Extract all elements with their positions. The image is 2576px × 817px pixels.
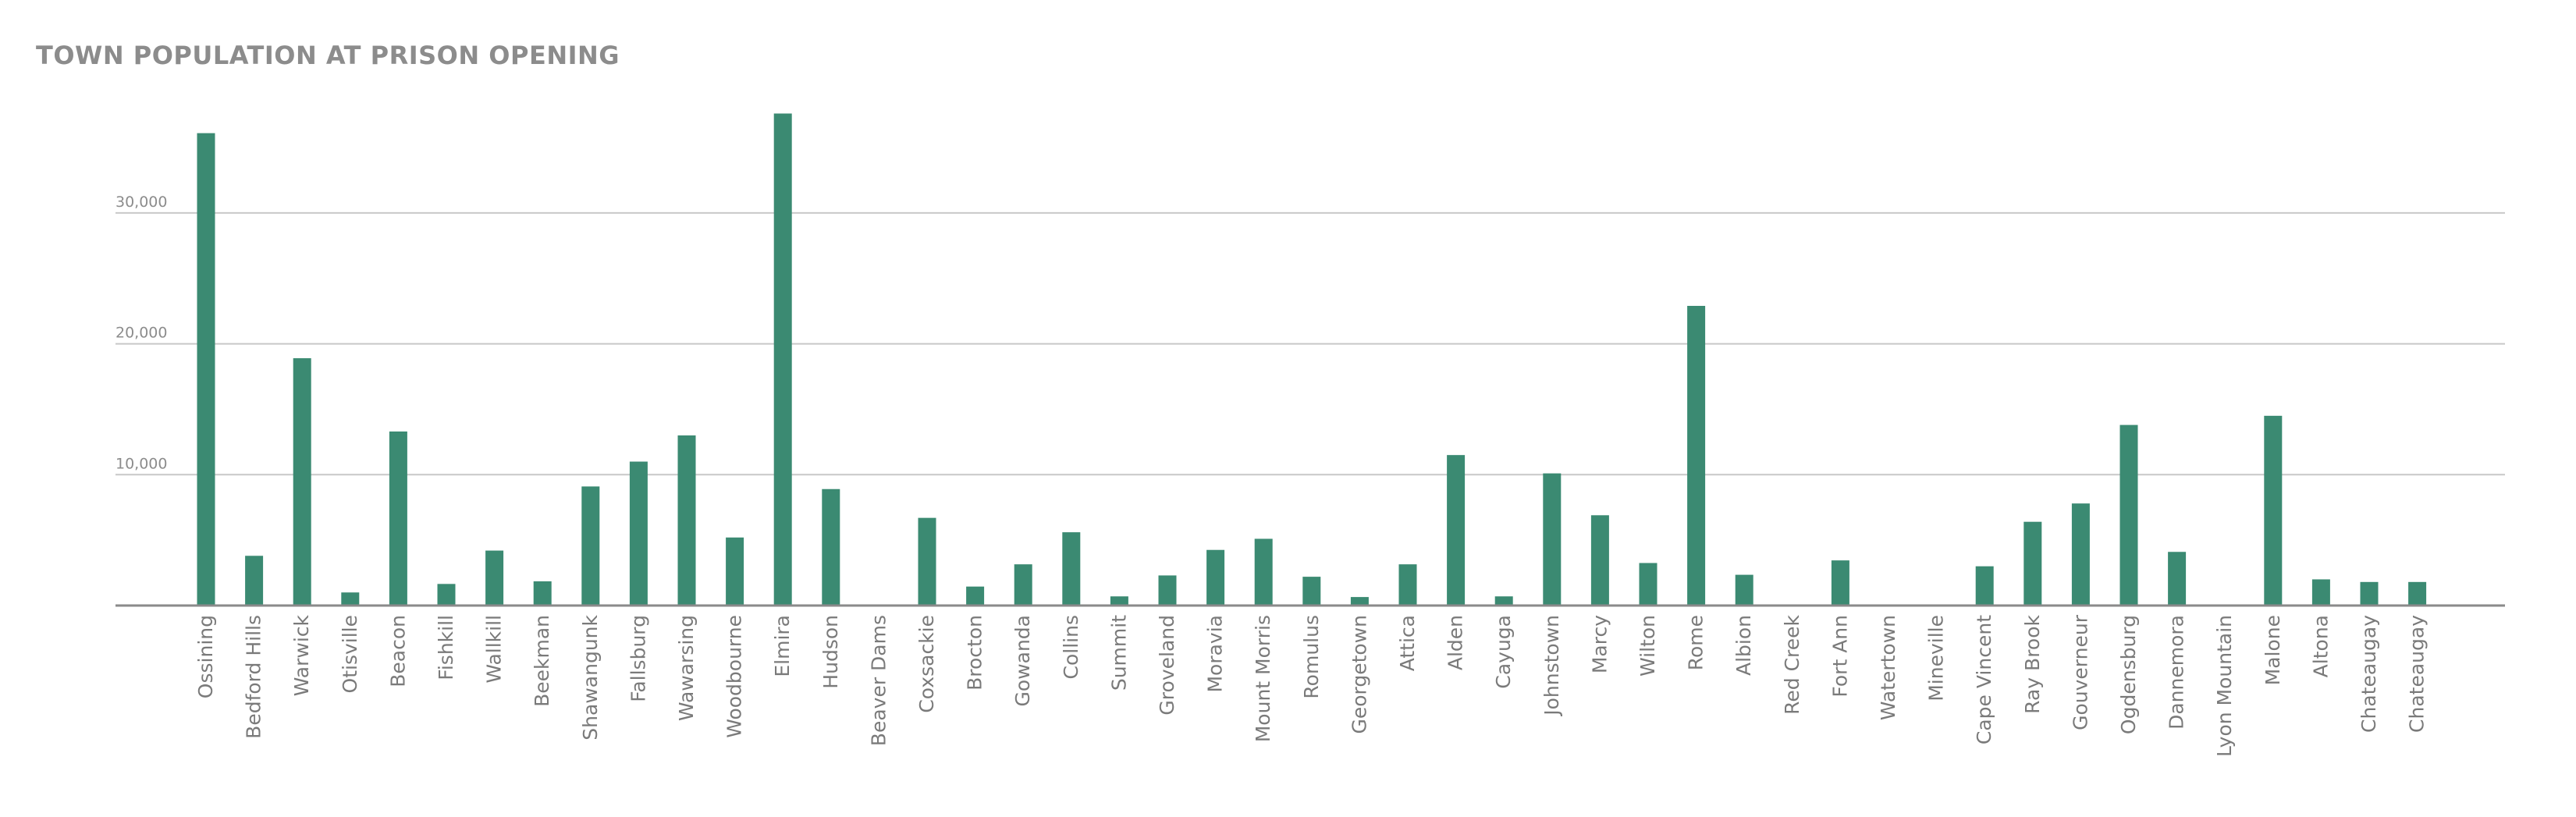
bar: [1014, 564, 1032, 606]
x-tick-label: Warwick: [290, 614, 313, 696]
x-tick-label: Wallkill: [483, 615, 506, 684]
x-tick-label: Chateaugay: [2357, 615, 2380, 733]
x-tick-label: Johnstown: [1540, 615, 1563, 717]
bar: [1254, 538, 1273, 606]
bar: [1590, 515, 1609, 606]
bar: [1398, 564, 1417, 606]
x-tick-label: Malone: [2262, 615, 2284, 685]
bar: [2023, 521, 2042, 606]
bars: [197, 113, 2427, 606]
x-tick-label: Hudson: [819, 615, 842, 689]
bar: [822, 488, 840, 606]
x-tick-label: Alden: [1444, 615, 1467, 670]
bar: [1494, 596, 1513, 606]
bar: [245, 556, 264, 606]
bar: [341, 592, 360, 606]
bar: [629, 461, 648, 606]
x-tick-label: Fallsburg: [627, 615, 649, 702]
x-tick-label: Beacon: [386, 615, 409, 687]
x-tick-label: Fort Ann: [1828, 615, 1851, 698]
bar: [485, 550, 504, 606]
bar: [437, 584, 456, 606]
x-tick-label: Bedford Hills: [243, 615, 265, 739]
x-tick-label: Groveland: [1156, 615, 1178, 716]
x-tick-label: Dannemora: [2166, 615, 2188, 730]
bar: [389, 431, 407, 606]
gridlines: [115, 211, 2505, 476]
x-tick-label: Ogdensburg: [2117, 615, 2140, 734]
bar: [1206, 549, 1225, 606]
bar: [1158, 575, 1177, 606]
bar: [1975, 566, 1994, 606]
x-tick-label: Attica: [1396, 615, 1419, 671]
x-tick-label: Marcy: [1588, 615, 1611, 673]
chart-title: TOWN POPULATION AT PRISON OPENING: [36, 41, 620, 70]
y-tick-label: 30,000: [115, 194, 167, 211]
bar: [293, 358, 311, 606]
x-tick-label: Woodbourne: [723, 615, 746, 738]
bar: [1687, 305, 1706, 606]
x-tick-label: Brocton: [964, 615, 986, 691]
x-tick-label: Moravia: [1204, 615, 1227, 693]
x-tick-label: Lyon Mountain: [2213, 615, 2236, 757]
x-tick-label: Wilton: [1636, 615, 1659, 677]
bar: [1543, 473, 1562, 606]
bar: [1350, 597, 1369, 606]
x-tick-label: Gowanda: [1011, 615, 1034, 706]
bar: [2360, 581, 2379, 606]
x-tick-label: Collins: [1060, 615, 1082, 679]
x-tick-label: Coxsackie: [915, 615, 938, 713]
x-tick-label: Cayuga: [1492, 615, 1515, 689]
bar: [1735, 574, 1753, 606]
bar: [918, 517, 936, 606]
x-tick-label: Elmira: [771, 615, 794, 677]
bar: [2408, 581, 2427, 606]
bar: [773, 113, 792, 606]
x-tick-label: Watertown: [1877, 615, 1899, 720]
bar: [966, 586, 985, 606]
x-tick-label: Romulus: [1300, 615, 1323, 699]
x-tick-label: Mount Morris: [1252, 615, 1274, 742]
x-tick-label: Rome: [1685, 615, 1707, 670]
bar: [677, 435, 696, 606]
bar: [2311, 579, 2330, 606]
x-tick-label: Chateaugay: [2406, 615, 2429, 733]
x-tick-label: Wawarsing: [675, 615, 698, 721]
bar: [2119, 424, 2138, 606]
bar: [1831, 560, 1849, 606]
y-tick-label: 20,000: [115, 325, 167, 342]
x-tick-label: Ossining: [194, 615, 217, 698]
bar: [1639, 563, 1658, 606]
bar: [2071, 503, 2090, 606]
bar: [533, 581, 552, 606]
bar: [1302, 577, 1321, 606]
x-tick-label: Albion: [1732, 615, 1755, 676]
x-tick-label: Cape Vincent: [1973, 615, 1995, 744]
x-tick-labels: Ossining Bedford Hills Warwick Otisville Bea…: [194, 614, 2429, 757]
y-tick-label: 10,000: [115, 455, 167, 472]
bar: [1110, 596, 1128, 606]
x-tick-label: Georgetown: [1348, 615, 1370, 734]
x-tick-label: Ray Brook: [2021, 614, 2044, 713]
bar: [581, 486, 600, 606]
x-tick-label: Mineville: [1925, 615, 1948, 702]
bar: [726, 537, 744, 606]
y-tick-labels: 10,000 20,000 30,000: [115, 194, 167, 472]
x-tick-label: Gouverneur: [2069, 614, 2091, 730]
x-tick-label: Red Creek: [1781, 614, 1803, 714]
bar: [197, 133, 215, 606]
x-tick-label: Altona: [2309, 615, 2332, 677]
x-tick-label: Shawangunk: [579, 614, 602, 740]
bar: [1062, 532, 1081, 606]
bar: [1447, 455, 1466, 606]
bar: [2264, 415, 2283, 606]
bar: [2168, 552, 2187, 606]
x-tick-label: Beekman: [531, 615, 553, 707]
x-tick-label: Summit: [1107, 615, 1130, 691]
x-tick-label: Fishkill: [435, 615, 457, 680]
x-tick-label: Beaver Dams: [867, 615, 890, 746]
x-tick-label: Otisville: [339, 615, 361, 693]
